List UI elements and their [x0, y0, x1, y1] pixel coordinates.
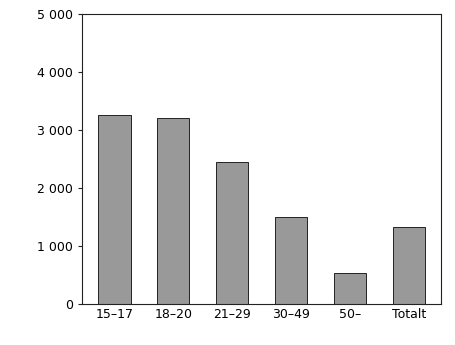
Bar — [157, 118, 189, 304]
Bar — [275, 217, 307, 304]
Bar — [334, 274, 366, 304]
Bar — [216, 161, 248, 304]
Bar — [98, 115, 131, 304]
Bar — [393, 227, 425, 304]
